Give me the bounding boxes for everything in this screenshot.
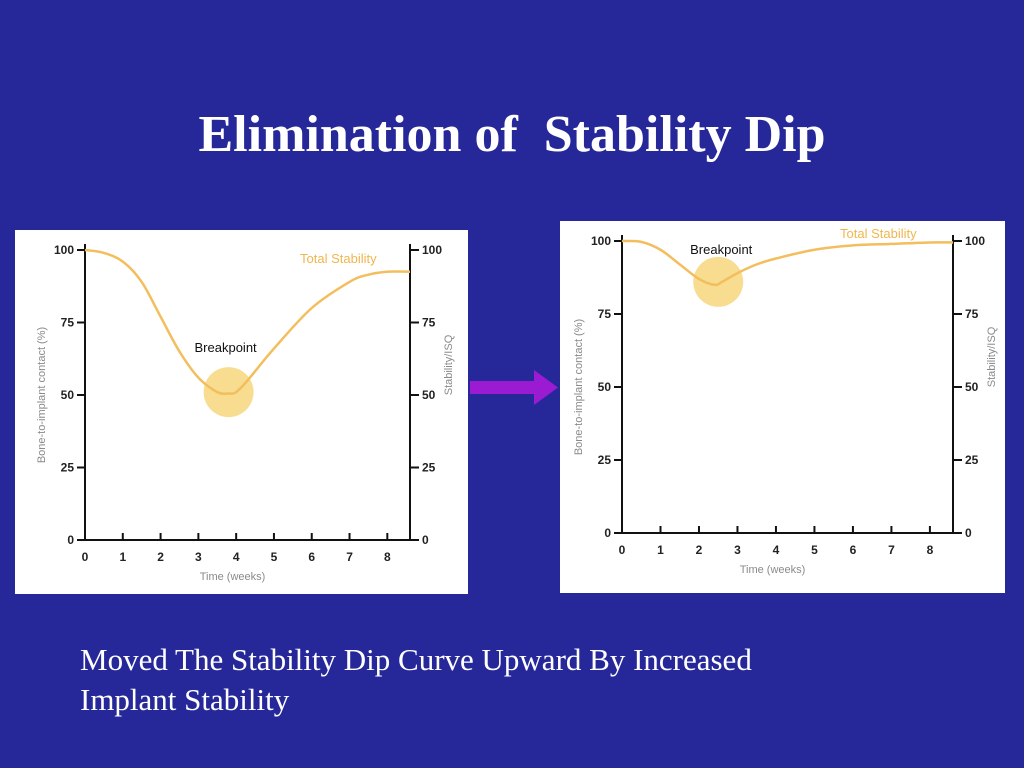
breakpoint-marker	[693, 256, 744, 307]
x-tick-label: 6	[850, 543, 857, 557]
y-tick-label-left: 25	[61, 461, 75, 475]
x-tick-label: 2	[696, 543, 703, 557]
chart-panel-right: 0 25 50 75 100 0 25 50 75 100 0 1 2 3 4 5 6 7 8 Time (weeks…	[560, 221, 1005, 593]
y-tick-label-left: 0	[604, 526, 611, 540]
x-tick-label: 0	[82, 550, 89, 564]
y-tick-label-right: 75	[965, 307, 979, 321]
x-tick-label: 7	[888, 543, 895, 557]
y-tick-label-left: 100	[591, 234, 611, 248]
y-tick-label-right: 100	[965, 234, 985, 248]
x-tick-label: 3	[734, 543, 741, 557]
y-tick-label-right: 100	[422, 243, 442, 257]
y-tick-label-right: 25	[422, 461, 436, 475]
caption-line-2: Implant Stability	[80, 682, 290, 717]
y-tick-label-right: 0	[422, 533, 429, 547]
y-axis-title-left: Bone-to-implant contact (%)	[573, 319, 585, 455]
y-tick-label-left: 75	[598, 307, 612, 321]
right-arrow-icon	[470, 370, 558, 405]
x-axis-title: Time (weeks)	[740, 564, 806, 576]
x-axis-title: Time (weeks)	[200, 571, 266, 583]
breakpoint-marker	[203, 367, 254, 418]
x-tick-label: 8	[927, 543, 934, 557]
series-label-total-stability: Total Stability	[840, 226, 917, 241]
y-tick-label-right: 0	[965, 526, 972, 540]
breakpoint-label: Breakpoint	[690, 242, 753, 257]
y-tick-label-left: 0	[67, 533, 74, 547]
caption-line-1: Moved The Stability Dip Curve Upward By …	[80, 642, 752, 677]
total-stability-line	[621, 239, 954, 287]
x-tick-label: 2	[157, 550, 164, 564]
y-tick-label-right: 75	[422, 316, 436, 330]
x-tick-label: 0	[619, 543, 626, 557]
y-axis-title-right: Stability/ISQ	[443, 334, 455, 395]
y-axis-title-left: Bone-to-implant contact (%)	[36, 327, 48, 463]
slide-caption: Moved The Stability Dip Curve Upward By …	[80, 640, 980, 720]
x-tick-label: 8	[384, 550, 391, 564]
x-tick-label: 4	[233, 550, 240, 564]
slide-title: Elimination of Stability Dip	[198, 106, 826, 163]
x-tick-label: 5	[271, 550, 278, 564]
y-tick-label-left: 100	[54, 243, 74, 257]
stability-chart-after: 0 25 50 75 100 0 25 50 75 100 0 1 2 3 4 5 6 7 8 Time (weeks…	[573, 226, 998, 576]
x-tick-label: 7	[346, 550, 353, 564]
series-label-total-stability: Total Stability	[300, 251, 377, 266]
chart-panel-left: 0 25 50 75 100 0 25 50 75 100 0 1 2 3 4 5 6 7 8 Time (weeks…	[15, 230, 468, 594]
y-tick-label-left: 25	[598, 453, 612, 467]
y-tick-label-right: 50	[965, 380, 979, 394]
y-tick-label-left: 50	[61, 388, 75, 402]
y-tick-label-right: 50	[422, 388, 436, 402]
y-axis-title-right: Stability/ISQ	[986, 326, 998, 387]
x-tick-label: 6	[308, 550, 315, 564]
x-tick-label: 4	[773, 543, 780, 557]
y-tick-label-left: 50	[598, 380, 612, 394]
x-tick-label: 3	[195, 550, 202, 564]
stability-chart-before: 0 25 50 75 100 0 25 50 75 100 0 1 2 3 4 5 6 7 8 Time (weeks…	[36, 243, 455, 583]
y-tick-label-left: 75	[61, 316, 75, 330]
x-tick-label: 5	[811, 543, 818, 557]
x-tick-label: 1	[657, 543, 664, 557]
breakpoint-label: Breakpoint	[195, 340, 258, 355]
total-stability-line	[84, 248, 411, 396]
y-tick-label-right: 25	[965, 453, 979, 467]
x-tick-label: 1	[119, 550, 126, 564]
